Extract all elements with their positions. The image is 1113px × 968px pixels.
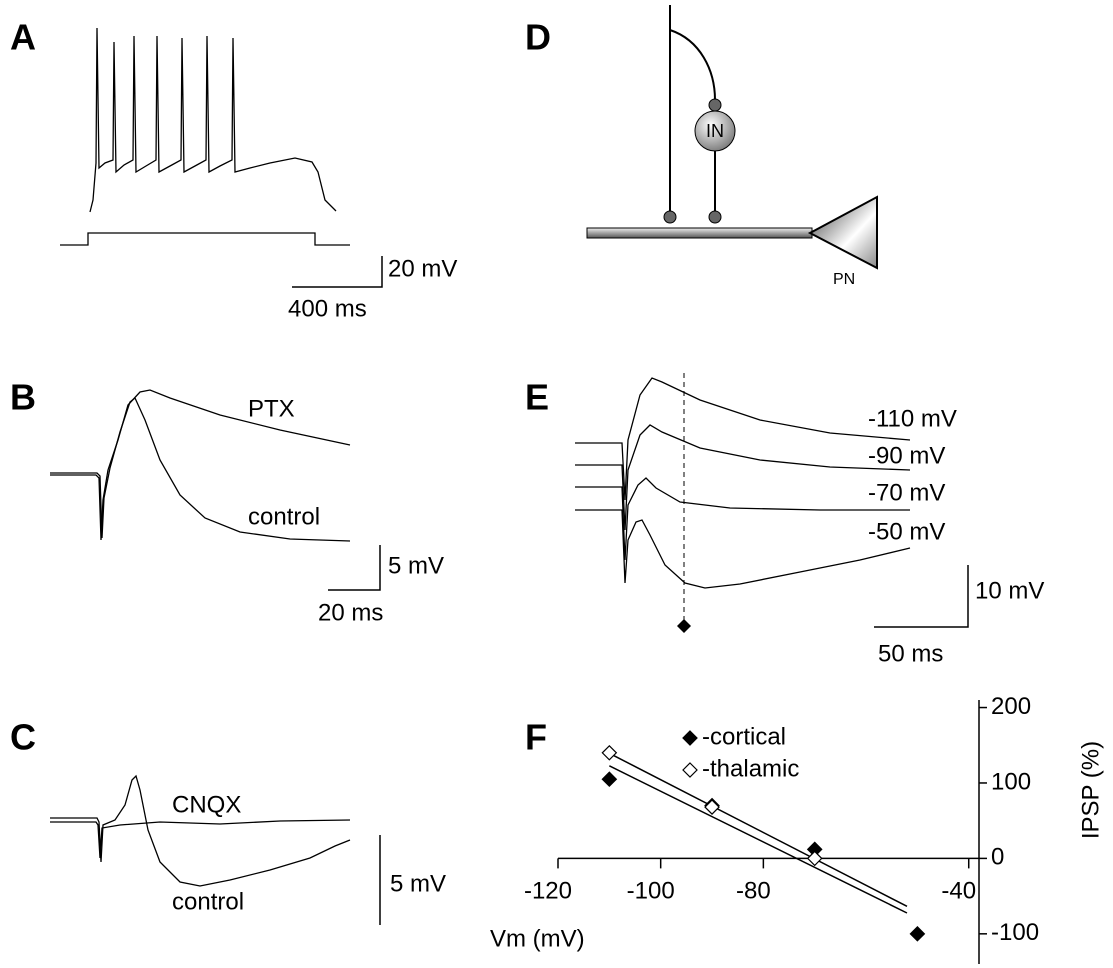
legend-marker (682, 762, 698, 778)
panel-letter: A (10, 17, 36, 58)
x-tick-label: -120 (524, 878, 572, 905)
trace-label: -110 mV (868, 405, 957, 432)
trace (575, 477, 910, 561)
synapse (708, 98, 722, 112)
trace (50, 819, 351, 859)
y-tick-label: -100 (991, 919, 1039, 946)
dendrite (586, 227, 813, 239)
data-point (806, 850, 823, 867)
scale-label: 50 ms (878, 640, 943, 667)
scale-bar (292, 256, 383, 288)
interneuron (694, 110, 736, 152)
panel-letter: B (10, 377, 36, 418)
synapse (663, 210, 677, 224)
trace (89, 27, 337, 213)
trace (575, 377, 911, 501)
fit-line (609, 765, 908, 914)
data-point (601, 744, 618, 761)
y-axis-label: IPSP (%) (1077, 741, 1104, 839)
panel-letter: D (525, 17, 551, 58)
node-label: IN (706, 121, 724, 141)
soma (807, 195, 878, 270)
scale-label: 20 ms (318, 599, 383, 626)
scale-bar (328, 545, 381, 591)
x-axis-label: Vm (mV) (490, 925, 585, 952)
trace-label: -90 mV (868, 442, 945, 469)
trace-label: -50 mV (868, 518, 945, 545)
trace-label: CNQX (172, 791, 241, 818)
trace (575, 509, 911, 589)
trace (575, 424, 911, 531)
x-tick-label: -100 (627, 878, 675, 905)
legend-label: -thalamic (702, 755, 799, 782)
y-tick-label: 200 (991, 693, 1031, 720)
trace-label: control (248, 503, 320, 530)
fit-line (608, 752, 908, 908)
data-point (601, 771, 618, 788)
panel-letter: C (10, 717, 36, 758)
legend-label: -cortical (702, 723, 786, 750)
data-point (704, 799, 720, 815)
trace-label: PTX (248, 395, 295, 422)
marker (677, 619, 691, 633)
scale-label: 5 mV (388, 552, 444, 579)
command-step (60, 232, 350, 246)
scale-label: 400 ms (288, 295, 367, 322)
trace (50, 396, 351, 542)
node-label: PN (833, 271, 855, 288)
synapse (708, 210, 722, 224)
y-tick-label: 0 (991, 844, 1004, 871)
x-tick-label: -80 (736, 878, 771, 905)
trace-label: -70 mV (868, 479, 945, 506)
panel-letter: E (525, 377, 549, 418)
y-tick-label: 100 (991, 768, 1031, 795)
trace (50, 774, 351, 887)
data-point (909, 925, 926, 942)
scale-bar (874, 565, 969, 628)
axon (669, 5, 716, 212)
trace-label: control (172, 888, 244, 915)
legend-marker (682, 730, 698, 746)
scale-label: 5 mV (390, 870, 446, 897)
panel-letter: F (525, 717, 547, 758)
chart: -120 -100 -80 -40 -100 0 100 200 Vm (mV) IPSP (%)… (490, 693, 1104, 964)
scale-label: 20 mV (388, 255, 457, 282)
scale-label: 10 mV (975, 577, 1044, 604)
x-tick-label: -40 (941, 878, 976, 905)
